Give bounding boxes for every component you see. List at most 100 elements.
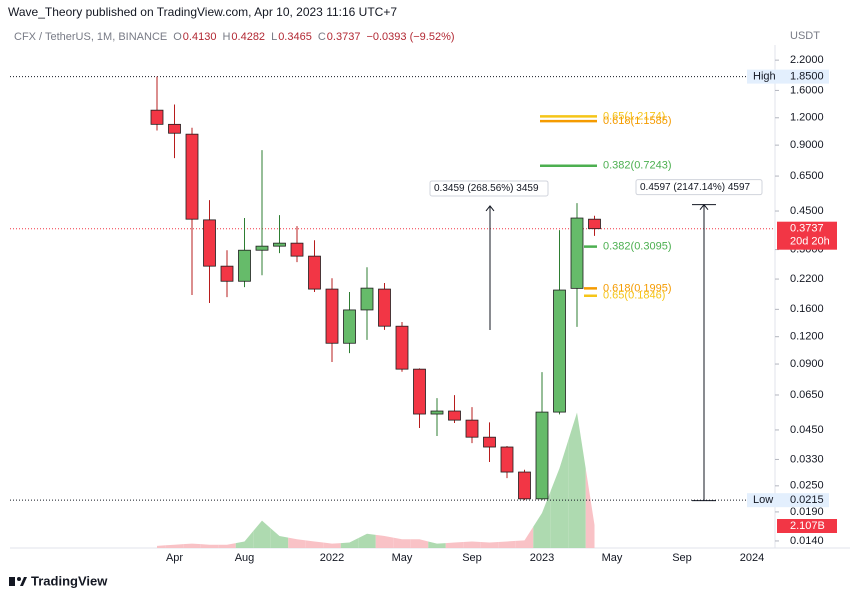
y-tick-label: 0.0450 [790,424,824,436]
volume-area [498,540,516,548]
x-tick-label: 2022 [320,552,344,564]
candle-body [238,249,251,282]
volume-area [515,526,534,548]
ohlc-value: 0.3737 [327,31,361,43]
volume-area [550,440,569,548]
volume-area [445,541,464,548]
volume-area [218,543,236,548]
candle-body [430,410,444,415]
price-mark-label: 0.0215 [790,494,824,506]
volume-area [568,412,586,548]
volume-area [340,538,359,548]
ohlc-key: L [271,31,277,43]
candle-body [290,242,304,257]
fib-label: 0.65(1.2174) [603,110,665,122]
candle-body [273,242,286,247]
candle-body [553,289,566,413]
y-tick-label: 0.0650 [790,389,824,401]
candle-body [360,287,374,311]
volume-area [463,541,481,548]
fib-label: 0.65(0.1846) [603,290,665,302]
ohlc-value: 0.4282 [231,31,265,43]
candle-body [185,133,199,220]
x-tick-label: Apr [166,552,183,564]
price-mark-name: High [753,71,776,83]
volume-area [358,533,376,548]
volume-area [305,540,324,548]
ohlc-value: 0.3465 [278,31,312,43]
candle-body [448,410,461,421]
fib-label: 0.382(0.3095) [603,241,672,253]
y-tick-label: 2.2000 [790,54,824,66]
change: −0.0393 (−9.52%) [366,31,454,43]
logo-shape [17,577,21,581]
volume-area [165,544,184,548]
volume-area [410,539,429,548]
candle-body [588,218,601,230]
ohlc-key: C [318,31,326,43]
measure-label: 0.4597 (2147.14%) 4597 [640,182,751,193]
candle-body [343,309,356,344]
candle-body [168,123,181,134]
y-tick-label: 0.1200 [790,331,824,343]
candle-body [465,419,479,438]
y-tick-label: 0.6500 [790,170,824,182]
volume-area [200,544,219,548]
candle-body [570,217,584,289]
x-tick-label: May [602,552,623,564]
candle-body [255,245,269,251]
volume-area [270,528,289,548]
price-mark-box [747,493,829,508]
volume-label: 2.107B [790,520,825,532]
candle-body [395,325,409,370]
measure-box [635,179,763,196]
candle-body [535,411,549,500]
volume-label-box [777,519,837,533]
y-tick-label: 0.0140 [790,535,824,547]
price-mark-box [747,69,829,84]
logo-shape [20,577,27,586]
y-tick-label: 0.0250 [790,480,824,492]
volume-area [428,541,446,548]
measure-label: 0.3459 (268.56%) 3459 [434,183,539,194]
y-tick-label: 1.6000 [790,84,824,96]
ohlc-value: 0.4130 [183,31,217,43]
logo-shape [9,577,15,586]
measure-box [429,180,549,197]
volume-area [157,545,166,548]
y-tick-label: 1.2000 [790,112,824,124]
fib-label: 0.618(0.1995) [603,282,672,294]
y-tick-label: 0.2200 [790,273,824,285]
x-tick-label: 2024 [740,552,764,564]
last-price-box [777,221,837,250]
x-tick-label: Aug [235,552,255,564]
ohlc-key: H [222,31,230,43]
x-tick-label: Sep [462,552,482,564]
countdown-label: 20d 20h [790,236,830,248]
fib-label: 0.618(1.1585) [603,115,672,127]
publisher-line: Wave_Theory published on TradingView.com… [8,5,397,19]
candle-body [483,436,496,448]
volume-area [323,542,341,548]
y-tick-label: 0.0190 [790,506,824,518]
candle-body [500,446,514,473]
symbol: CFX / TetherUS, 1M, BINANCE [14,31,167,43]
volume-area [480,541,499,548]
candle-body [220,265,234,282]
ohlc-key: O [173,31,182,43]
candle-body [308,255,321,290]
fib-label: 0.382(0.7243) [603,160,672,172]
volume-area [585,468,595,548]
x-tick-label: 2023 [530,552,554,564]
y-tick-label: 0.1600 [790,303,824,315]
volume-area [533,490,551,548]
candle-body [203,219,216,267]
x-tick-label: May [392,552,413,564]
volume-area [183,543,201,548]
volume-area [288,537,306,548]
last-price-label: 0.3737 [790,223,824,235]
footer-logo: TradingView [9,573,108,588]
